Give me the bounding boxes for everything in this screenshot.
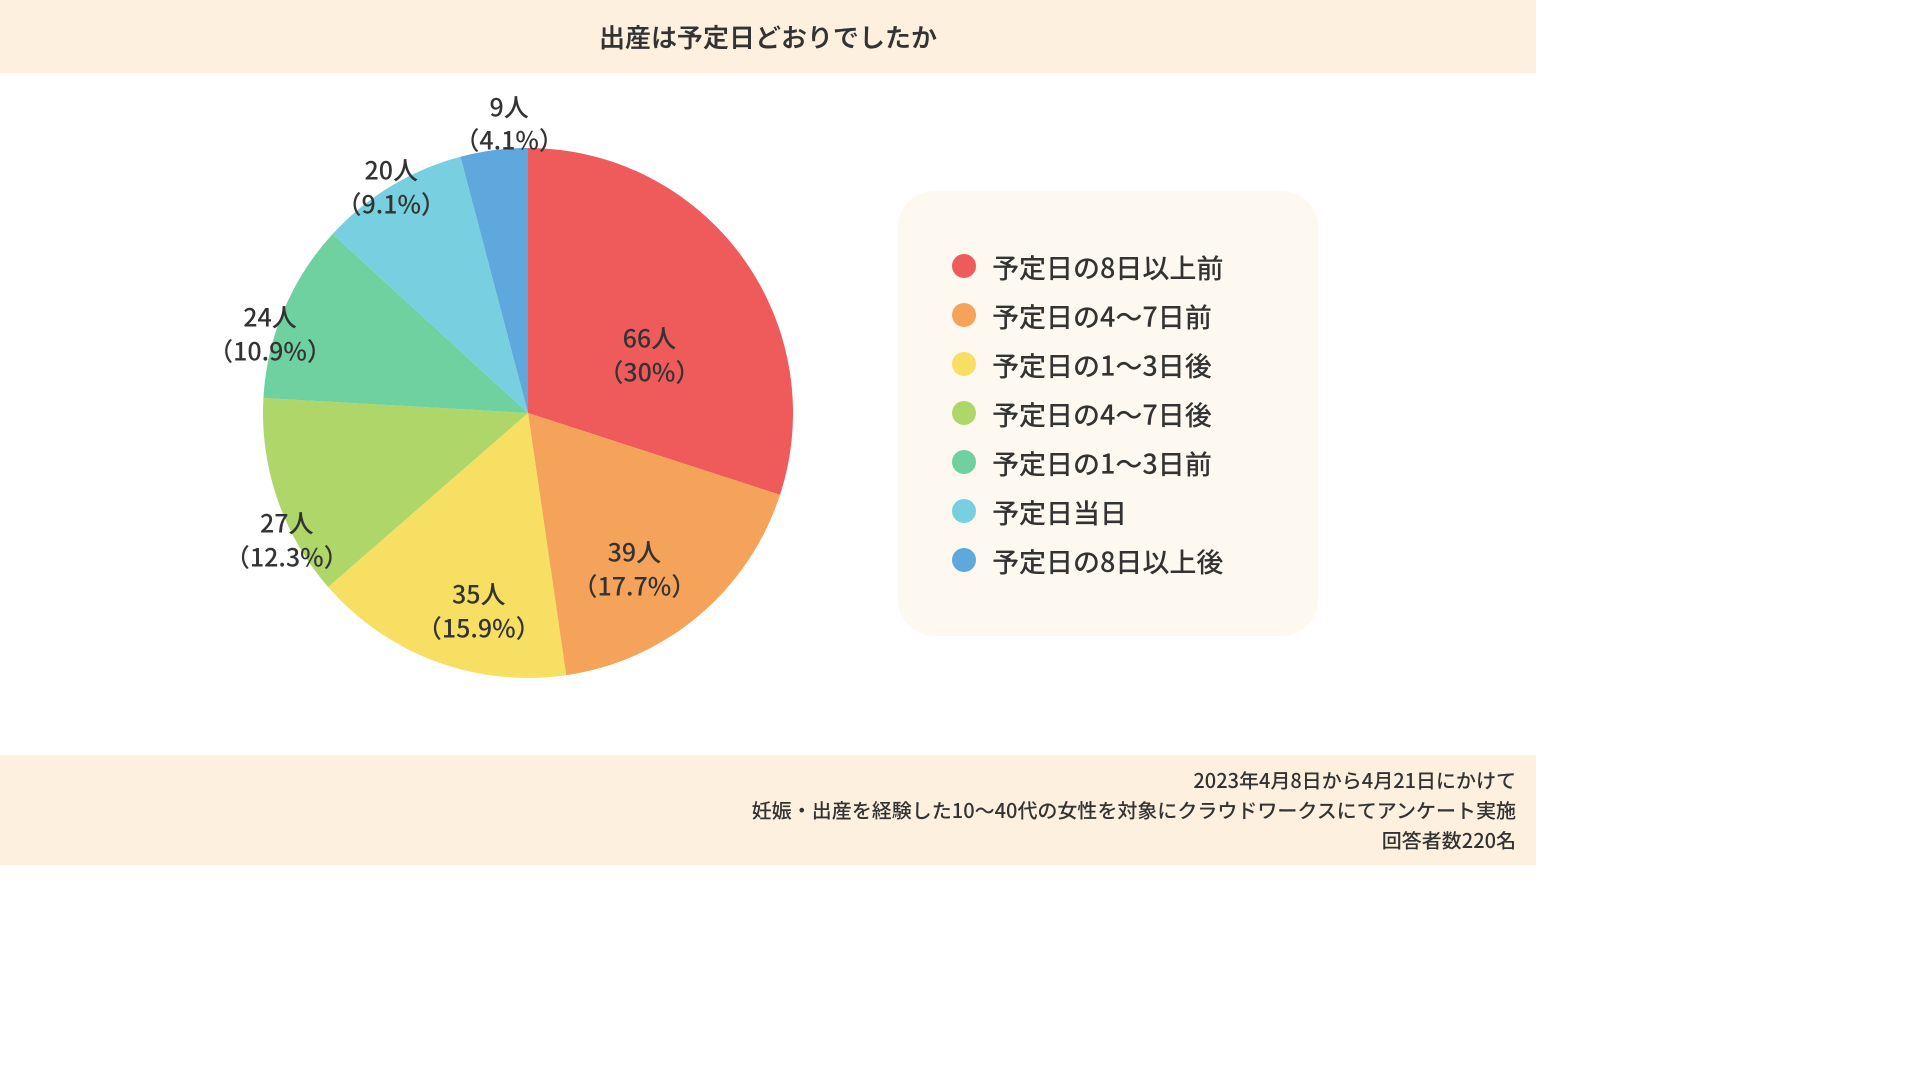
legend-item: 予定日の4〜7日前: [952, 296, 1264, 335]
slice-label: 39人（17.7%）: [573, 535, 697, 603]
legend-label: 予定日の4〜7日前: [992, 296, 1212, 335]
footer-line-1: 2023年4月8日から4月21日にかけて: [20, 765, 1516, 795]
legend-dot: [952, 401, 976, 425]
slice-label: 27人（12.3%）: [225, 506, 349, 574]
legend-item: 予定日の1〜3日後: [952, 345, 1264, 384]
legend-label: 予定日当日: [992, 492, 1127, 531]
slice-label: 9人（4.1%）: [454, 90, 563, 158]
legend-label: 予定日の1〜3日前: [992, 443, 1212, 482]
legend-item: 予定日当日: [952, 492, 1264, 531]
chart-title: 出産は予定日どおりでしたか: [0, 18, 1536, 55]
slice-label: 66人（30%）: [598, 321, 700, 389]
slice-label: 20人（9.1%）: [337, 154, 446, 222]
legend-item: 予定日の1〜3日前: [952, 443, 1264, 482]
footer-line-2: 妊娠・出産を経験した10〜40代の女性を対象にクラウドワークスにてアンケート実施: [20, 795, 1516, 825]
legend-dot: [952, 548, 976, 572]
legend-dot: [952, 450, 976, 474]
footer-line-3: 回答者数220名: [20, 825, 1516, 855]
legend-item: 予定日の4〜7日後: [952, 394, 1264, 433]
legend-label: 予定日の4〜7日後: [992, 394, 1212, 433]
title-bar: 出産は予定日どおりでしたか: [0, 0, 1536, 73]
footer: 2023年4月8日から4月21日にかけて 妊娠・出産を経験した10〜40代の女性…: [0, 755, 1536, 865]
slice-label: 35人（15.9%）: [417, 577, 541, 645]
main-content: 66人（30%） 39人（17.7%） 35人（15.9%） 27人（12.3%） 24…: [0, 73, 1536, 743]
slice-label: 24人（10.9%）: [208, 300, 332, 368]
legend-item: 予定日の8日以上前: [952, 247, 1264, 286]
legend-label: 予定日の8日以上前: [992, 247, 1223, 286]
legend-dot: [952, 303, 976, 327]
legend: 予定日の8日以上前予定日の4〜7日前予定日の1〜3日後予定日の4〜7日後予定日の…: [898, 191, 1318, 636]
legend-dot: [952, 499, 976, 523]
legend-dot: [952, 254, 976, 278]
legend-item: 予定日の8日以上後: [952, 541, 1264, 580]
pie-chart: 66人（30%）39人（17.7%）35人（15.9%）27人（12.3%）24…: [218, 103, 838, 723]
legend-dot: [952, 352, 976, 376]
legend-label: 予定日の1〜3日後: [992, 345, 1212, 384]
legend-label: 予定日の8日以上後: [992, 541, 1223, 580]
